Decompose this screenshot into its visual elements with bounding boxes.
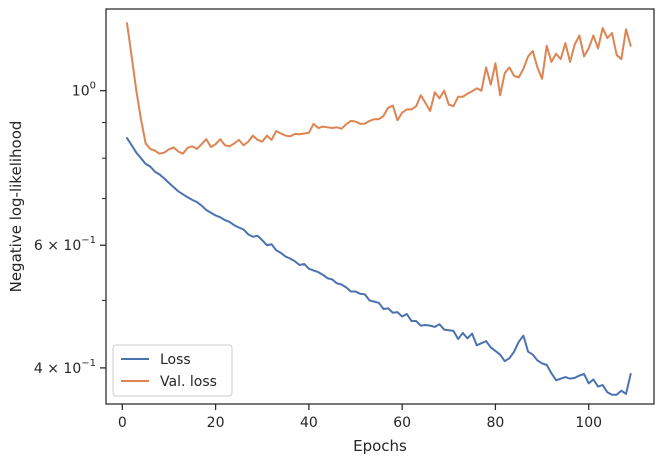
legend-label: Val. loss: [160, 374, 217, 390]
x-tick-label: 20: [207, 415, 225, 431]
y-tick-label: 4 × 10−1: [34, 358, 96, 377]
x-tick-label: 100: [575, 415, 602, 431]
x-axis-title: Epochs: [353, 437, 407, 455]
legend-label: Loss: [160, 352, 191, 368]
series-line-loss: [125, 137, 632, 396]
legend: Loss Val. loss: [112, 344, 233, 397]
x-tick-label: 0: [118, 415, 127, 431]
y-axis-title: Negative log-likelihood: [7, 121, 25, 293]
y-tick-label: 6 × 10−1: [34, 235, 96, 254]
x-tick-label: 80: [487, 415, 505, 431]
series-line-val-loss: [125, 22, 632, 155]
axes: 0 20 40 60 80 100 100 6 × 10−1 4 × 10−1: [34, 8, 655, 431]
x-tick-label: 40: [300, 415, 318, 431]
plot-frame: [105, 8, 655, 405]
plot-area: [125, 22, 632, 396]
x-tick-label: 60: [393, 415, 411, 431]
y-tick-label: 100: [72, 81, 96, 100]
legend-box: [112, 344, 233, 397]
